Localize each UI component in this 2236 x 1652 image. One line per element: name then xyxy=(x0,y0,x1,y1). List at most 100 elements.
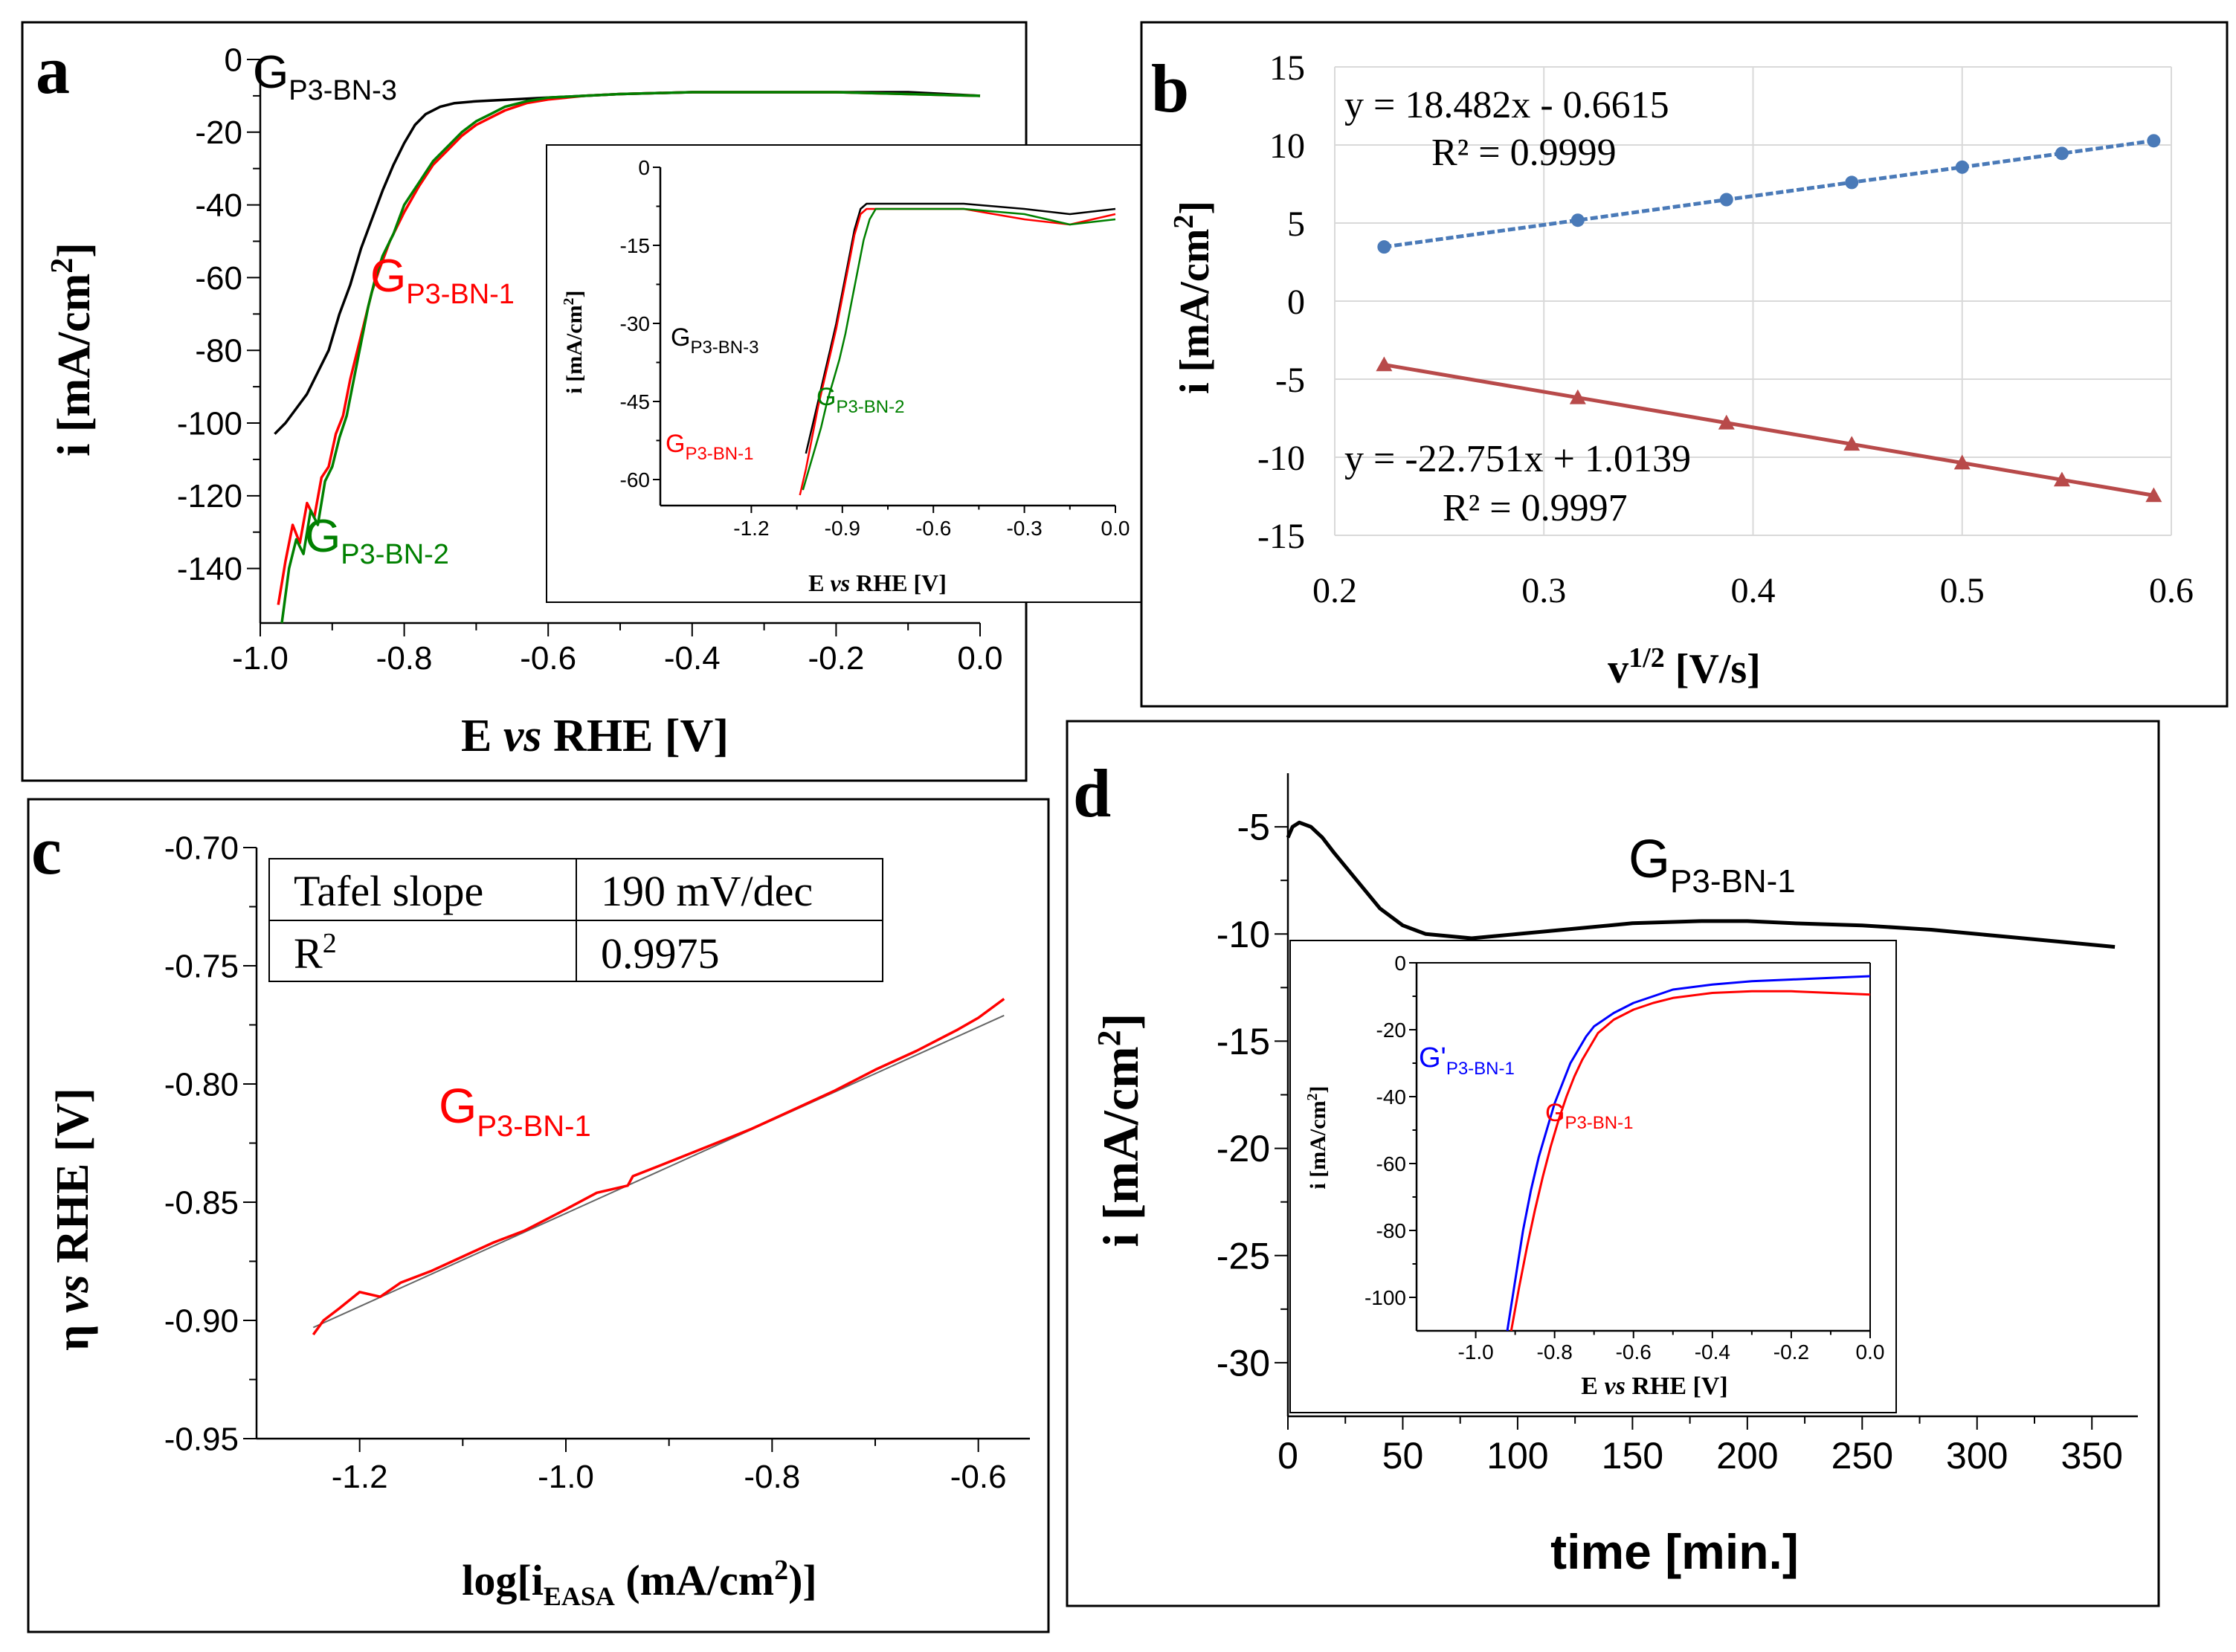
panel-a-inset-y-tick-label: -15 xyxy=(620,234,650,257)
panel-c-y-tick-label: -0.90 xyxy=(164,1303,239,1339)
panel-d-inset-x-tick-label: 0.0 xyxy=(1856,1340,1885,1364)
panel-d-inset: -1.0 -0.8 -0.6 -0.4 -0.2 0.0 0 -20 -40 -60 -80 -100… xyxy=(1289,940,1897,1413)
panel-d-x-tick-label: 300 xyxy=(1946,1435,2008,1477)
panel-d-x-tick-label: 250 xyxy=(1831,1435,1893,1477)
panel-a-inset: -1.2 -0.9 -0.6 -0.3 0.0 0 -15 -30 -45 -60 E vs RH… xyxy=(546,144,1142,603)
panel-a-inset-line-p3-bn-2 xyxy=(802,207,1116,491)
panel-c-tick-labels: -1.2 -1.0 -0.8 -0.6 -0.70 -0.75 -0.80 -0.85 -0.9… xyxy=(164,830,1007,1495)
label-a-inset-bn1: GP3-BN-1 xyxy=(666,430,753,464)
panel-b-fit-line-cathodic xyxy=(1383,363,2154,497)
table-cell-r2-value: 0.9975 xyxy=(601,929,720,978)
panel-a-inset-x-tick-label: -1.2 xyxy=(733,517,769,540)
panel-a-x-tick-label: -0.6 xyxy=(520,640,576,677)
panel-a-inset-y-tick-label: -60 xyxy=(620,468,650,491)
panel-d-inset-frame xyxy=(1289,940,1897,1413)
panel-b-y-tick-label: -15 xyxy=(1257,517,1305,556)
label-a-bn3: GP3-BN-3 xyxy=(253,47,397,106)
label-a-bn2: GP3-BN-2 xyxy=(305,511,449,570)
panel-b-y-axis-label: i [mA/cm2] xyxy=(1168,201,1218,394)
panel-c-axes xyxy=(243,847,1030,1452)
panel-d-x-tick-label: 150 xyxy=(1602,1435,1663,1477)
panel-b-point-anodic xyxy=(1719,193,1733,207)
panel-b-x-tick-label: 0.4 xyxy=(1731,571,1776,610)
panel-b-y-tick-label: 0 xyxy=(1287,283,1305,322)
panel-a-tick-labels: -1.0 -0.8 -0.6 -0.4 -0.2 0.0 0 -20 -40 -60 -80 -100… xyxy=(177,42,1003,677)
panel-c-fit-line xyxy=(312,1014,1005,1329)
panel-a-series xyxy=(274,91,981,624)
panel-d-inset-y-tick-label: -20 xyxy=(1376,1019,1406,1042)
panel-d-y-tick-label: -20 xyxy=(1217,1128,1270,1169)
panel-a-y-tick-label: -100 xyxy=(177,405,242,442)
panel-b-fit1-equation: y = 18.482x - 0.6615 xyxy=(1344,84,1669,126)
panel-b-point-cathodic xyxy=(1376,356,1393,372)
panel-d-inset-y-tick-label: -60 xyxy=(1376,1152,1406,1175)
panel-b-fit2-r2: R² = 0.9997 xyxy=(1443,487,1628,529)
panel-a-x-tick-label: -1.0 xyxy=(232,640,289,677)
panel-c-y-tick-label: -0.80 xyxy=(164,1066,239,1103)
panel-d-inset-x-tick-label: -0.6 xyxy=(1616,1340,1652,1364)
panel-c-x-tick-label: -0.8 xyxy=(744,1459,800,1495)
table-cell-tafel-label: Tafel slope xyxy=(294,867,483,915)
label-d-inset-g-prime: G'P3-BN-1 xyxy=(1419,1042,1515,1079)
panel-c-x-tick-label: -0.6 xyxy=(950,1459,1007,1495)
panel-d-x-tick-label: 50 xyxy=(1382,1435,1424,1477)
panel-d-line-p3-bn-1 xyxy=(1286,820,2116,949)
panel-b-tick-labels: 0.2 0.3 0.4 0.5 0.6 15 10 5 0 -5 -10 -15 xyxy=(1257,48,2194,610)
panel-a-inset-axes xyxy=(653,167,1116,513)
panel-b-point-cathodic xyxy=(2145,487,2162,503)
panel-d-x-tick-label: 350 xyxy=(2061,1435,2122,1477)
panel-d-inset-x-tick-label: -0.8 xyxy=(1537,1340,1573,1364)
panel-d-x-tick-label: 200 xyxy=(1716,1435,1778,1477)
panel-d-inset-x-axis-label: E vs RHE [V] xyxy=(1581,1372,1727,1400)
panel-d-y-axis-label: i [mA/cm2] xyxy=(1091,1013,1150,1248)
panel-a-inset-x-tick-label: -0.6 xyxy=(915,517,951,540)
panel-b-point-cathodic xyxy=(1843,436,1860,451)
panel-a-y-tick-label: -20 xyxy=(195,114,242,151)
panel-d-letter: d xyxy=(1073,755,1111,831)
panel-d-inset-y-tick-label: -100 xyxy=(1365,1286,1406,1309)
panel-c-series-label: GP3-BN-1 xyxy=(439,1078,591,1143)
panel-d-y-tick-label: -15 xyxy=(1217,1021,1270,1062)
panel-a-y-tick-label: -60 xyxy=(195,260,242,297)
panel-a-inset-y-axis-label: i [mA/cm2] xyxy=(561,290,587,393)
panel-a-inset-x-tick-label: -0.3 xyxy=(1006,517,1042,540)
panel-b-y-tick-label: -5 xyxy=(1275,361,1305,400)
panel-b-fit2-equation: y = -22.751x + 1.0139 xyxy=(1344,438,1691,480)
panel-d-inset-x-tick-label: -0.2 xyxy=(1773,1340,1809,1364)
panel-c: c -1.2 -1.0 -0.8 -0.6 -0.70 -0.75 -0.80 -0.85 -0… xyxy=(27,798,1050,1633)
table-cell-tafel-value: 190 mV/dec xyxy=(601,867,813,915)
panel-d: d 0 50 100 150 200 250 300 350 -5 -10 -15 -20 -25 -30… xyxy=(1066,720,2160,1607)
panel-d-inset-y-tick-label: 0 xyxy=(1394,952,1406,975)
panel-a-y-tick-label: -80 xyxy=(195,333,242,370)
panel-d-x-tick-label: 0 xyxy=(1278,1435,1298,1477)
panel-c-x-axis-label: log[iEASA (mA/cm2)] xyxy=(462,1555,816,1611)
panel-a-y-tick-label: -40 xyxy=(195,187,242,224)
panel-a-y-tick-label: -140 xyxy=(177,551,242,587)
panel-a-inset-tick-labels: -1.2 -0.9 -0.6 -0.3 0.0 0 -15 -30 -45 -60 xyxy=(620,156,1130,540)
panel-d-y-tick-label: -10 xyxy=(1217,914,1270,955)
panel-b-fit1-r2: R² = 0.9999 xyxy=(1431,132,1617,174)
panel-d-inset-line-g-prime xyxy=(1506,975,1871,1332)
panel-a-inset-x-tick-label: -0.9 xyxy=(825,517,860,540)
panel-b-y-tick-label: 5 xyxy=(1287,204,1305,244)
panel-b-point-cathodic xyxy=(1953,454,1971,470)
panel-d-inset-axes xyxy=(1409,962,1871,1338)
panel-d-x-axis-label: time [min.] xyxy=(1550,1524,1799,1579)
panel-a-inset-y-tick-label: 0 xyxy=(638,156,650,179)
panel-a-letter: a xyxy=(36,32,70,108)
panel-a-x-tick-label: 0.0 xyxy=(957,640,1002,677)
panel-a-inset-x-tick-label: 0.0 xyxy=(1101,517,1130,540)
panel-d-series-label: GP3-BN-1 xyxy=(1628,830,1796,900)
panel-d-y-tick-label: -25 xyxy=(1217,1235,1270,1277)
panel-b-y-tick-label: -10 xyxy=(1257,439,1305,478)
panel-d-inset-x-tick-label: -1.0 xyxy=(1457,1340,1493,1364)
panel-b-y-tick-label: 15 xyxy=(1269,48,1305,88)
panel-a: a -1.0 -0.8 -0.6 -0.4 -0.2 0.00-20-40-60-80-1… xyxy=(21,21,1142,782)
panel-b-point-cathodic xyxy=(1569,389,1586,404)
label-a-inset-bn2: GP3-BN-2 xyxy=(816,383,904,417)
panel-c-line-p3-bn-1 xyxy=(312,998,1005,1336)
panel-b-axes xyxy=(1334,66,2172,536)
panel-d-y-tick-label: -5 xyxy=(1237,807,1270,848)
panel-a-y-tick-label: 0 xyxy=(225,42,242,78)
